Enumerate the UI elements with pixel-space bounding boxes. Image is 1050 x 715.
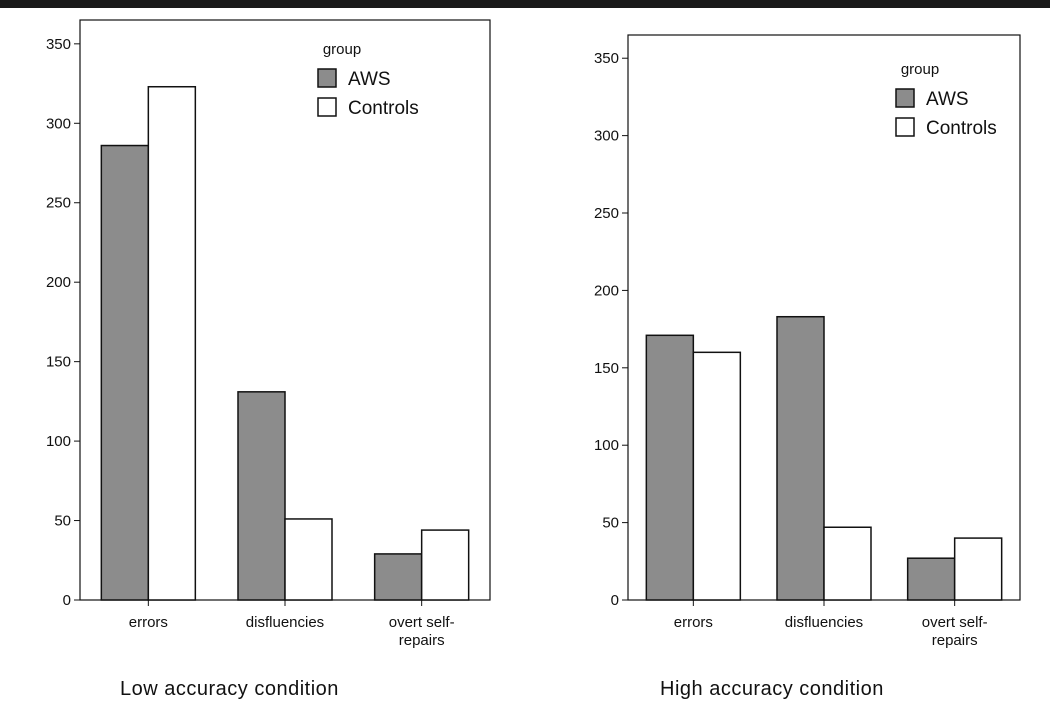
chart-2-y-tick-label-100: 100 [594,437,619,454]
chart-1-y-tick-label-150: 150 [46,354,71,371]
chart-2-legend-swatch-aws [895,88,915,108]
chart-2-legend-title: group [901,61,939,78]
chart-1-y-tick-label-250: 250 [46,195,71,212]
chart-1-x-label-2-line1: overt self- [389,614,455,631]
chart-2-y-tick-label-200: 200 [594,282,619,299]
chart-1-x-label-1: disfluencies [246,614,324,631]
chart-1-legend-swatch-controls [317,97,337,117]
chart-1-x-label-2-line2: repairs [399,632,445,649]
chart-2-y-tick-label-150: 150 [594,360,619,377]
caption-low-accuracy: Low accuracy condition [120,678,339,700]
chart-1-bar-aws-0 [100,144,150,601]
chart-2-x-label-0: errors [674,614,713,631]
chart-1-y-tick-label-300: 300 [46,115,71,132]
chart-1-bar-controls-1 [284,518,333,601]
chart-1-bar-aws-2 [373,553,423,601]
chart-2-y-tick-label-300: 300 [594,128,619,145]
caption-high-accuracy: High accuracy condition [660,678,884,700]
chart-2-bar-controls-0 [692,351,742,601]
chart-1-y-tick-label-200: 200 [46,274,71,291]
chart-1-y-tick-label-0: 0 [63,592,71,609]
chart-2-bar-aws-0 [645,334,695,601]
chart-1-y-tick-label-100: 100 [46,433,71,450]
chart-2-legend-swatch-controls [895,117,915,137]
chart-2-y-tick-label-0: 0 [611,592,619,609]
chart-2-legend-label-aws: AWS [926,89,969,110]
chart-2-y-tick-label-50: 50 [602,515,619,532]
chart-1-bar-controls-0 [147,85,197,601]
chart-1-bar-aws-1 [237,391,286,601]
chart-2-x-label-2-line2: repairs [932,632,978,649]
chart-2-bar-controls-2 [953,537,1003,601]
chart-1-legend-swatch-aws [317,68,337,88]
chart-2-bar-aws-2 [906,557,956,601]
chart-2-y-tick-label-250: 250 [594,205,619,222]
chart-2-y-tick-label-350: 350 [594,50,619,67]
chart-2-legend-label-controls: Controls [926,118,997,139]
chart-1-x-label-0: errors [129,614,168,631]
chart-1-y-tick-label-50: 50 [54,513,71,530]
chart-2-bar-aws-1 [776,315,825,601]
chart-2-bar-controls-1 [823,526,872,601]
top-rule [0,0,1050,8]
chart-1-y-tick-label-350: 350 [46,36,71,53]
chart-1-legend-title: group [323,41,361,58]
chart-1-bar-controls-2 [420,529,470,601]
chart-1-legend-label-controls: Controls [348,98,419,119]
chart-1-legend-label-aws: AWS [348,69,391,90]
chart-2-x-label-1: disfluencies [785,614,863,631]
chart-2-x-label-2-line1: overt self- [922,614,988,631]
